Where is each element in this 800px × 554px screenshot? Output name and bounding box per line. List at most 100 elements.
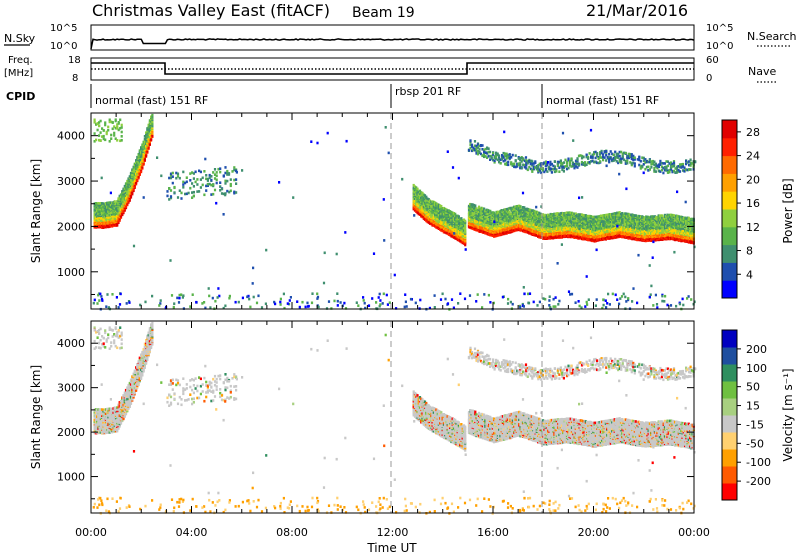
- power-cell: [128, 179, 131, 183]
- power-cell: [97, 214, 100, 218]
- power-cell: [99, 224, 102, 227]
- power-cell: [103, 214, 106, 218]
- power-cell: [582, 213, 585, 217]
- power-cell: [528, 212, 531, 216]
- power-cell: [437, 203, 440, 207]
- power-cell: [106, 206, 109, 209]
- power-cell: [445, 217, 448, 220]
- power-cell: [422, 205, 425, 209]
- power-cell: [416, 211, 419, 215]
- power-cell: [103, 206, 106, 210]
- power-cell: [607, 219, 610, 222]
- power-cell: [582, 218, 585, 222]
- power-cell: [572, 220, 575, 223]
- power-cell: [416, 203, 419, 207]
- power-cell: [141, 153, 144, 157]
- power-cell: [558, 229, 561, 232]
- power-cell: [413, 185, 417, 188]
- power-cell: [469, 202, 472, 206]
- power-cell: [611, 212, 614, 216]
- power-cell: [490, 231, 493, 234]
- power-cell: [435, 204, 438, 208]
- power-cell: [481, 229, 484, 232]
- power-cell: [447, 227, 450, 231]
- power-cell: [603, 234, 606, 238]
- power-cell: [436, 226, 439, 229]
- power-cell: [129, 182, 133, 186]
- power-cell: [103, 212, 106, 216]
- power-cell: [471, 207, 474, 210]
- power-cell: [485, 212, 488, 215]
- power-cell: [499, 229, 502, 232]
- power-cell: [564, 227, 567, 231]
- power-cell: [460, 226, 463, 230]
- power-cell: [513, 224, 516, 227]
- power-cell: [596, 233, 599, 237]
- power-cell: [145, 136, 148, 139]
- power-cell: [564, 226, 567, 230]
- power-cell: [618, 211, 621, 214]
- power-cell: [141, 143, 144, 147]
- power-cell: [117, 211, 120, 214]
- power-cell: [481, 225, 484, 229]
- power-cell: [609, 234, 612, 238]
- power-cell: [118, 197, 121, 201]
- power-cell: [539, 226, 542, 229]
- power-cell: [611, 227, 614, 231]
- power-cell: [549, 219, 552, 223]
- power-cell: [112, 205, 115, 208]
- power-cell: [538, 224, 541, 228]
- power-cell: [617, 234, 620, 238]
- power-cell: [124, 189, 128, 193]
- power-cell: [603, 226, 606, 230]
- power-cell: [542, 226, 545, 230]
- power-cell: [584, 232, 587, 236]
- power-cell: [430, 220, 433, 223]
- power-cell: [599, 225, 602, 228]
- power-cell: [112, 211, 115, 214]
- power-cell: [565, 227, 569, 231]
- power-cell: [454, 216, 457, 219]
- power-cell: [142, 154, 145, 157]
- power-cell: [491, 221, 494, 224]
- power-cell: [591, 224, 594, 228]
- power-cell: [550, 234, 553, 238]
- power-cell: [467, 208, 471, 212]
- power-cell: [570, 229, 574, 232]
- power-cell: [530, 231, 533, 235]
- power-cell: [491, 233, 494, 237]
- power-cell: [514, 205, 517, 209]
- power-cell: [587, 228, 590, 232]
- power-cell: [102, 222, 105, 226]
- power-cell: [621, 234, 624, 238]
- power-cell: [111, 216, 114, 220]
- power-cell: [425, 212, 428, 216]
- power-cell: [592, 237, 595, 240]
- power-cell: [127, 186, 130, 190]
- power-cell: [113, 206, 116, 209]
- power-cell: [435, 202, 438, 205]
- power-cell: [467, 214, 471, 218]
- power-cell: [533, 209, 536, 213]
- power-cell: [606, 232, 609, 235]
- power-cell: [461, 235, 464, 238]
- power-cell: [483, 221, 486, 225]
- power-cell: [446, 220, 449, 224]
- power-cell: [481, 213, 484, 216]
- power-cell: [609, 215, 612, 218]
- power-cell: [495, 216, 498, 220]
- power-cell: [113, 200, 116, 203]
- power-cell: [97, 204, 100, 208]
- power-cell: [550, 219, 553, 223]
- power-cell: [519, 220, 522, 223]
- power-cell: [416, 196, 419, 200]
- power-cell: [451, 234, 454, 237]
- power-cell: [131, 189, 134, 192]
- power-cell: [521, 218, 525, 221]
- power-cell: [454, 236, 457, 240]
- power-cell: [425, 210, 428, 214]
- power-cell: [107, 222, 110, 225]
- power-cell: [484, 213, 487, 217]
- power-cell: [524, 218, 527, 221]
- power-cell: [141, 145, 144, 148]
